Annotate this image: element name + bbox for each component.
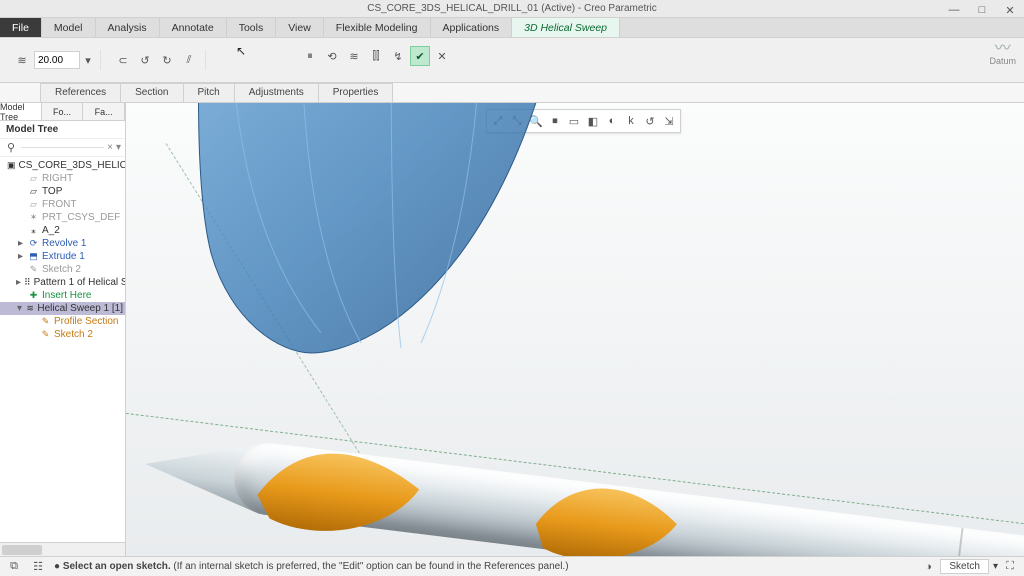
window-maximize-icon[interactable]: □ (972, 0, 992, 20)
wireframe-icon[interactable]: ◐ (603, 112, 621, 130)
tab-annotate[interactable]: Annotate (160, 18, 227, 37)
dash-adjustments[interactable]: Adjustments (234, 83, 319, 102)
thicken-icon[interactable]: ⫽ (179, 50, 199, 70)
spin-dropdown-icon[interactable]: ▾ (82, 50, 94, 70)
tab-applications[interactable]: Applications (431, 18, 513, 37)
window-title: CS_CORE_3DS_HELICAL_DRILL_01 (Active) - … (367, 3, 657, 14)
status-mode-dropdown-icon[interactable]: ▾ (993, 561, 998, 572)
title-bar: CS_CORE_3DS_HELICAL_DRILL_01 (Active) - … (0, 0, 1024, 18)
preview-icon[interactable]: ≋ (344, 46, 364, 66)
tree-header: Model Tree (0, 121, 125, 139)
feature-cancel-button[interactable]: ✕ (432, 46, 452, 66)
tree-node[interactable]: ▱FRONT (0, 198, 125, 211)
side-tab-favorites[interactable]: Fa... (83, 103, 125, 120)
window-minimize-icon[interactable]: — (944, 0, 964, 20)
pause-icon[interactable]: ⏸ (300, 46, 320, 66)
ribbon-tabs: File Model Analysis Annotate Tools View … (0, 18, 1024, 38)
drill-model (136, 374, 1024, 556)
status-bar: ⧉ ☷ ● Select an open sketch. (If an inte… (0, 556, 1024, 576)
tab-view[interactable]: View (276, 18, 324, 37)
datum-label: Datum (989, 56, 1016, 66)
tab-flexible-modeling[interactable]: Flexible Modeling (324, 18, 431, 37)
tree-node[interactable]: ✎Profile Section (0, 315, 125, 328)
spin-center-icon[interactable]: ↺ (641, 112, 659, 130)
tree-menu-icon[interactable]: ▾ (116, 142, 121, 153)
status-message: ● Select an open sketch. (If an internal… (54, 561, 569, 572)
dash-properties[interactable]: Properties (318, 83, 394, 102)
side-tab-model-tree[interactable]: Model Tree (0, 103, 42, 120)
side-tab-folder[interactable]: Fo... (42, 103, 84, 120)
tree-node[interactable]: ✶PRT_CSYS_DEF (0, 211, 125, 224)
tree-clear-icon[interactable]: × (107, 142, 113, 153)
pitch-input[interactable] (34, 51, 80, 69)
tab-file[interactable]: File (0, 18, 42, 37)
sidebar: Model Tree Fo... Fa... Model Tree ⚲ × ▾ … (0, 103, 126, 556)
graphics-canvas[interactable]: ⤢ ⤡ 🔍 ⏹ ▭ ◧ ◐ k ↺ ⇲ (126, 103, 1024, 556)
tree-scrollbar[interactable] (0, 542, 125, 556)
sweep-type-icon[interactable]: ≋ (12, 50, 32, 70)
dash-pitch[interactable]: Pitch (183, 83, 235, 102)
status-geom-icon[interactable]: ◑ (920, 559, 936, 575)
ribbon-toolbar: ≋ ▾ ⊂ ↺ ↻ ⫽ ⏸ ⟲ ≋ ⫿⫿ ↯ ✔ ✕ 〰 Datum (0, 38, 1024, 83)
verify-icon[interactable]: ⫿⫿ (366, 46, 386, 66)
tree-node[interactable]: ▸⟳Revolve 1 (0, 237, 125, 250)
tree-node[interactable]: ✚Insert Here (0, 289, 125, 302)
status-tree-icon[interactable]: ⧉ (6, 559, 22, 575)
feature-ok-button[interactable]: ✔ (410, 46, 430, 66)
tree-node[interactable]: ▱RIGHT (0, 172, 125, 185)
status-mode[interactable]: Sketch (940, 559, 989, 574)
tree-toolbar: ⚲ × ▾ (0, 139, 125, 157)
tree-node[interactable]: ⁎A_2 (0, 224, 125, 237)
feature-controls: ⏸ ⟲ ≋ ⫿⫿ ↯ ✔ ✕ (300, 46, 452, 66)
datum-group: 〰 Datum (989, 42, 1016, 66)
remove-material-icon[interactable]: ⊂ (113, 50, 133, 70)
dash-section[interactable]: Section (120, 83, 183, 102)
tab-analysis[interactable]: Analysis (96, 18, 160, 37)
dash-references[interactable]: References (40, 83, 121, 102)
model-tree[interactable]: ▣CS_CORE_3DS_HELICAL_DRILL_01.PR▱RIGHT▱T… (0, 157, 125, 542)
right-handed-icon[interactable]: ↻ (157, 50, 177, 70)
tree-node[interactable]: ✎Sketch 2 (0, 328, 125, 341)
dashboard-tabs: References Section Pitch Adjustments Pro… (0, 83, 1024, 103)
tree-node[interactable]: ▾≋Helical Sweep 1 [1] (0, 302, 125, 315)
tree-node[interactable]: ▸⬒Extrude 1 (0, 250, 125, 263)
options-icon[interactable]: ↯ (388, 46, 408, 66)
tab-tools[interactable]: Tools (227, 18, 277, 37)
helical-sweep-preview (161, 103, 601, 383)
status-full-icon[interactable]: ⛶ (1002, 559, 1018, 575)
tree-node[interactable]: ✎Sketch 2 (0, 263, 125, 276)
status-browser-icon[interactable]: ☷ (30, 559, 46, 575)
tree-filter-icon[interactable]: ⚲ (4, 141, 18, 155)
window-close-icon[interactable]: ✕ (1000, 0, 1020, 20)
tab-3d-helical-sweep[interactable]: 3D Helical Sweep (512, 18, 620, 37)
tree-node[interactable]: ▸⠿Pattern 1 of Helical Sweep 1 (0, 276, 125, 289)
tree-node[interactable]: ▱TOP (0, 185, 125, 198)
perspective-icon[interactable]: ⇲ (660, 112, 678, 130)
left-handed-icon[interactable]: ↺ (135, 50, 155, 70)
datum-icon[interactable]: 〰 (989, 42, 1016, 56)
tree-node[interactable]: ▣CS_CORE_3DS_HELICAL_DRILL_01.PR (0, 159, 125, 172)
saved-view-icon[interactable]: k (622, 112, 640, 130)
tab-model[interactable]: Model (42, 18, 96, 37)
regen-icon[interactable]: ⟲ (322, 46, 342, 66)
